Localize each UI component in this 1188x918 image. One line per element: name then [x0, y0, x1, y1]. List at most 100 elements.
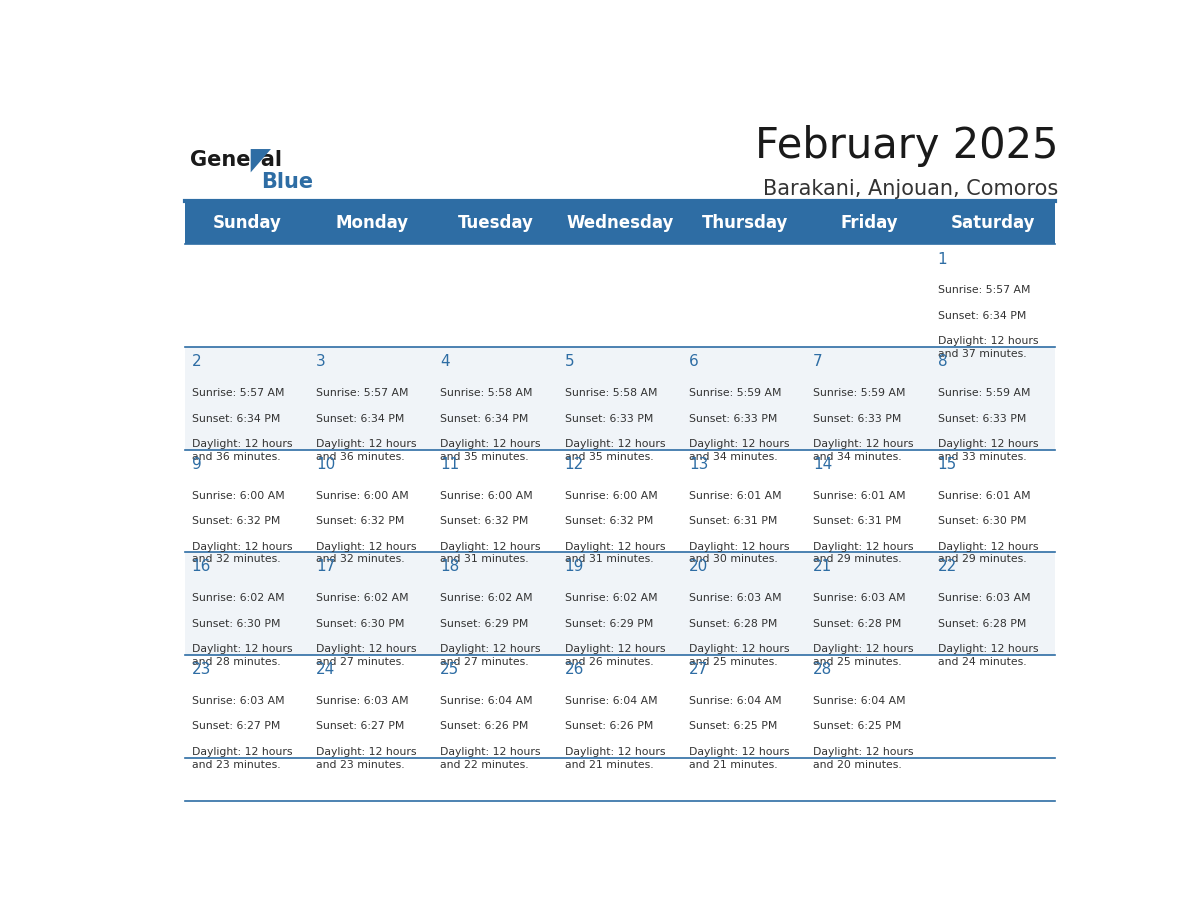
Bar [682, 450, 807, 553]
Text: Daylight: 12 hours
and 33 minutes.: Daylight: 12 hours and 33 minutes. [937, 439, 1038, 462]
Text: Sunset: 6:28 PM: Sunset: 6:28 PM [814, 619, 902, 629]
Text: Sunset: 6:32 PM: Sunset: 6:32 PM [191, 516, 280, 526]
Text: 2: 2 [191, 354, 202, 369]
Bar [310, 655, 434, 757]
Text: Sunset: 6:33 PM: Sunset: 6:33 PM [937, 413, 1026, 423]
Text: Sunset: 6:25 PM: Sunset: 6:25 PM [814, 722, 902, 732]
Text: 8: 8 [937, 354, 947, 369]
Text: 6: 6 [689, 354, 699, 369]
Bar [434, 655, 558, 757]
Text: 17: 17 [316, 559, 335, 575]
Text: Daylight: 12 hours
and 28 minutes.: Daylight: 12 hours and 28 minutes. [191, 644, 292, 667]
Text: February 2025: February 2025 [754, 125, 1059, 166]
Text: 4: 4 [441, 354, 450, 369]
Text: Daylight: 12 hours
and 27 minutes.: Daylight: 12 hours and 27 minutes. [316, 644, 417, 667]
Text: Sunrise: 5:57 AM: Sunrise: 5:57 AM [937, 285, 1030, 296]
Bar [434, 450, 558, 553]
Text: 12: 12 [564, 457, 584, 472]
Text: Sunrise: 6:03 AM: Sunrise: 6:03 AM [191, 696, 284, 706]
Text: Sunset: 6:26 PM: Sunset: 6:26 PM [441, 722, 529, 732]
Text: Sunrise: 6:04 AM: Sunrise: 6:04 AM [564, 696, 657, 706]
Text: Sunrise: 6:04 AM: Sunrise: 6:04 AM [689, 696, 782, 706]
Text: Sunrise: 6:02 AM: Sunrise: 6:02 AM [564, 593, 657, 603]
Text: 19: 19 [564, 559, 584, 575]
Text: 5: 5 [564, 354, 574, 369]
Text: Sunrise: 6:04 AM: Sunrise: 6:04 AM [441, 696, 533, 706]
Text: Daylight: 12 hours
and 37 minutes.: Daylight: 12 hours and 37 minutes. [937, 336, 1038, 359]
Text: Sunset: 6:34 PM: Sunset: 6:34 PM [191, 413, 280, 423]
Text: Daylight: 12 hours
and 20 minutes.: Daylight: 12 hours and 20 minutes. [814, 747, 914, 769]
Text: Blue: Blue [261, 173, 312, 192]
Text: 1: 1 [937, 252, 947, 266]
Text: Daylight: 12 hours
and 31 minutes.: Daylight: 12 hours and 31 minutes. [564, 542, 665, 565]
Text: Sunrise: 5:57 AM: Sunrise: 5:57 AM [191, 388, 284, 398]
Text: Sunset: 6:30 PM: Sunset: 6:30 PM [316, 619, 405, 629]
Text: Barakani, Anjouan, Comoros: Barakani, Anjouan, Comoros [763, 179, 1059, 199]
Polygon shape [251, 149, 271, 173]
Bar [558, 347, 682, 450]
Text: Daylight: 12 hours
and 21 minutes.: Daylight: 12 hours and 21 minutes. [689, 747, 790, 769]
Bar [682, 244, 807, 347]
Text: Sunset: 6:27 PM: Sunset: 6:27 PM [191, 722, 280, 732]
Text: Daylight: 12 hours
and 31 minutes.: Daylight: 12 hours and 31 minutes. [441, 542, 541, 565]
Text: Daylight: 12 hours
and 25 minutes.: Daylight: 12 hours and 25 minutes. [689, 644, 790, 667]
Text: 24: 24 [316, 662, 335, 677]
Bar [185, 201, 1055, 244]
Text: 22: 22 [937, 559, 956, 575]
Text: 25: 25 [441, 662, 460, 677]
Bar [682, 655, 807, 757]
Bar [807, 655, 931, 757]
Text: Sunset: 6:26 PM: Sunset: 6:26 PM [564, 722, 653, 732]
Text: 21: 21 [814, 559, 833, 575]
Text: Thursday: Thursday [701, 214, 788, 231]
Bar [807, 244, 931, 347]
Text: Sunset: 6:31 PM: Sunset: 6:31 PM [814, 516, 902, 526]
Text: Daylight: 12 hours
and 21 minutes.: Daylight: 12 hours and 21 minutes. [564, 747, 665, 769]
Text: Sunrise: 6:01 AM: Sunrise: 6:01 AM [689, 491, 782, 500]
Bar [310, 244, 434, 347]
Text: Sunrise: 6:02 AM: Sunrise: 6:02 AM [441, 593, 533, 603]
Text: Sunset: 6:30 PM: Sunset: 6:30 PM [191, 619, 280, 629]
Text: Daylight: 12 hours
and 36 minutes.: Daylight: 12 hours and 36 minutes. [316, 439, 417, 462]
Text: Daylight: 12 hours
and 36 minutes.: Daylight: 12 hours and 36 minutes. [191, 439, 292, 462]
Text: Sunset: 6:30 PM: Sunset: 6:30 PM [937, 516, 1026, 526]
Text: Sunset: 6:33 PM: Sunset: 6:33 PM [814, 413, 902, 423]
Text: Daylight: 12 hours
and 32 minutes.: Daylight: 12 hours and 32 minutes. [191, 542, 292, 565]
Bar [185, 655, 310, 757]
Text: Daylight: 12 hours
and 35 minutes.: Daylight: 12 hours and 35 minutes. [441, 439, 541, 462]
Bar [682, 553, 807, 655]
Text: Sunset: 6:28 PM: Sunset: 6:28 PM [937, 619, 1026, 629]
Bar [434, 347, 558, 450]
Text: Tuesday: Tuesday [459, 214, 533, 231]
Text: Daylight: 12 hours
and 34 minutes.: Daylight: 12 hours and 34 minutes. [689, 439, 790, 462]
Text: 28: 28 [814, 662, 833, 677]
Text: 11: 11 [441, 457, 460, 472]
Text: Daylight: 12 hours
and 29 minutes.: Daylight: 12 hours and 29 minutes. [937, 542, 1038, 565]
Bar [931, 450, 1055, 553]
Bar [807, 347, 931, 450]
Bar [558, 450, 682, 553]
Text: Sunset: 6:29 PM: Sunset: 6:29 PM [564, 619, 653, 629]
Text: Daylight: 12 hours
and 27 minutes.: Daylight: 12 hours and 27 minutes. [441, 644, 541, 667]
Text: Saturday: Saturday [950, 214, 1036, 231]
Bar [185, 553, 310, 655]
Text: Sunrise: 6:00 AM: Sunrise: 6:00 AM [191, 491, 284, 500]
Text: 10: 10 [316, 457, 335, 472]
Text: Sunset: 6:34 PM: Sunset: 6:34 PM [316, 413, 404, 423]
Text: Sunset: 6:31 PM: Sunset: 6:31 PM [689, 516, 777, 526]
Text: Daylight: 12 hours
and 32 minutes.: Daylight: 12 hours and 32 minutes. [316, 542, 417, 565]
Text: 16: 16 [191, 559, 211, 575]
Text: Sunrise: 6:02 AM: Sunrise: 6:02 AM [316, 593, 409, 603]
Text: Daylight: 12 hours
and 34 minutes.: Daylight: 12 hours and 34 minutes. [814, 439, 914, 462]
Bar [558, 553, 682, 655]
Bar [434, 553, 558, 655]
Bar [807, 553, 931, 655]
Text: Daylight: 12 hours
and 26 minutes.: Daylight: 12 hours and 26 minutes. [564, 644, 665, 667]
Bar [558, 655, 682, 757]
Text: Sunrise: 6:03 AM: Sunrise: 6:03 AM [689, 593, 782, 603]
Text: 26: 26 [564, 662, 584, 677]
Text: Sunrise: 5:59 AM: Sunrise: 5:59 AM [814, 388, 905, 398]
Text: Sunset: 6:32 PM: Sunset: 6:32 PM [564, 516, 653, 526]
Text: Sunset: 6:29 PM: Sunset: 6:29 PM [441, 619, 529, 629]
Text: Friday: Friday [840, 214, 898, 231]
